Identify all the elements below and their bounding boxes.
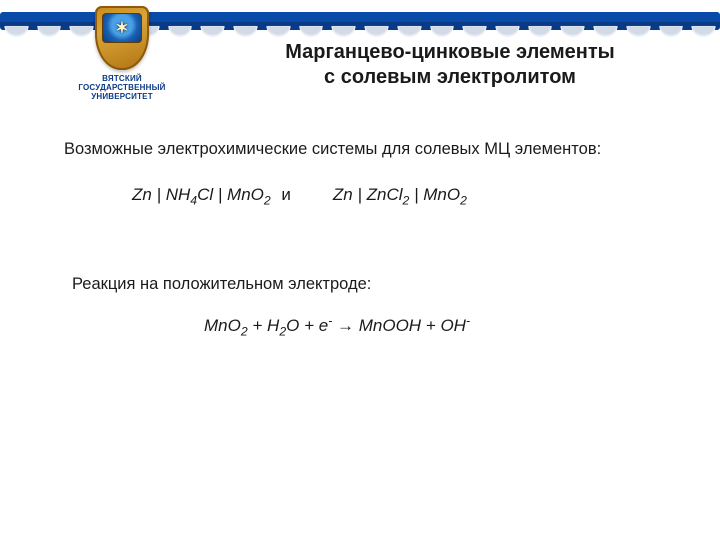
title-line1: Марганцево-цинковые элементы [285, 41, 615, 63]
sys1-zn: Zn [132, 185, 152, 204]
sys1-sep1: | [152, 185, 166, 204]
sys2-sep2: | [409, 185, 423, 204]
eq-plus3: + [421, 316, 440, 335]
electrode-equation: MnO2 + H2O + e- → MnOOH + OH- [204, 316, 656, 336]
university-caption: ВЯТСКИЙ ГОСУДАРСТВЕННЫЙ УНИВЕРСИТЕТ [78, 74, 165, 102]
eq-mnooh: MnOOH [359, 316, 421, 335]
crest-glyph-icon: ✶ [115, 18, 128, 38]
uni-line3: УНИВЕРСИТЕТ [78, 92, 165, 101]
eq-e: e [319, 316, 328, 335]
slide-content: Возможные электрохимические системы для … [64, 140, 656, 336]
system-1: Zn | NH4Cl | MnO2 и [132, 185, 291, 205]
eq-plus2: + [299, 316, 318, 335]
system-2: Zn | ZnCl2 | MnO2 [333, 185, 467, 205]
lead-text: Возможные электрохимические системы для … [64, 140, 656, 159]
eq-plus1: + [248, 316, 267, 335]
uni-line1: ВЯТСКИЙ [78, 74, 165, 83]
university-block: ✶ ВЯТСКИЙ ГОСУДАРСТВЕННЫЙ УНИВЕРСИТЕТ [62, 6, 182, 102]
sys1-mno-sub: 2 [264, 193, 271, 207]
eq-mno-sub: 2 [241, 324, 248, 338]
electrochemical-systems: Zn | NH4Cl | MnO2 и Zn | ZnCl2 | MnO2 [132, 185, 656, 205]
sys1-sep2: | [213, 185, 227, 204]
sys2-zn: Zn [333, 185, 353, 204]
sys2-sep1: | [353, 185, 367, 204]
eq-o: O [286, 316, 299, 335]
sys2-zncl: ZnCl [367, 185, 403, 204]
systems-sep: и [281, 185, 291, 204]
sys2-mno-sub: 2 [460, 193, 467, 207]
sys1-cl: Cl [197, 185, 213, 204]
eq-arrow-icon: → [332, 316, 358, 335]
uni-line2: ГОСУДАРСТВЕННЫЙ [78, 83, 165, 92]
slide-title: Марганцево-цинковые элементы с солевым э… [220, 40, 680, 90]
sys2-mno: MnO [423, 185, 460, 204]
sys1-nh: NH [166, 185, 191, 204]
sys1-mno: MnO [227, 185, 264, 204]
reaction-label: Реакция на положительном электроде: [72, 275, 656, 294]
eq-h: H [267, 316, 279, 335]
title-line2: с солевым электролитом [324, 66, 576, 88]
eq-oh-sup: - [466, 313, 470, 327]
eq-mno: MnO [204, 316, 241, 335]
eq-oh: OH [440, 316, 466, 335]
university-crest: ✶ [95, 6, 149, 70]
